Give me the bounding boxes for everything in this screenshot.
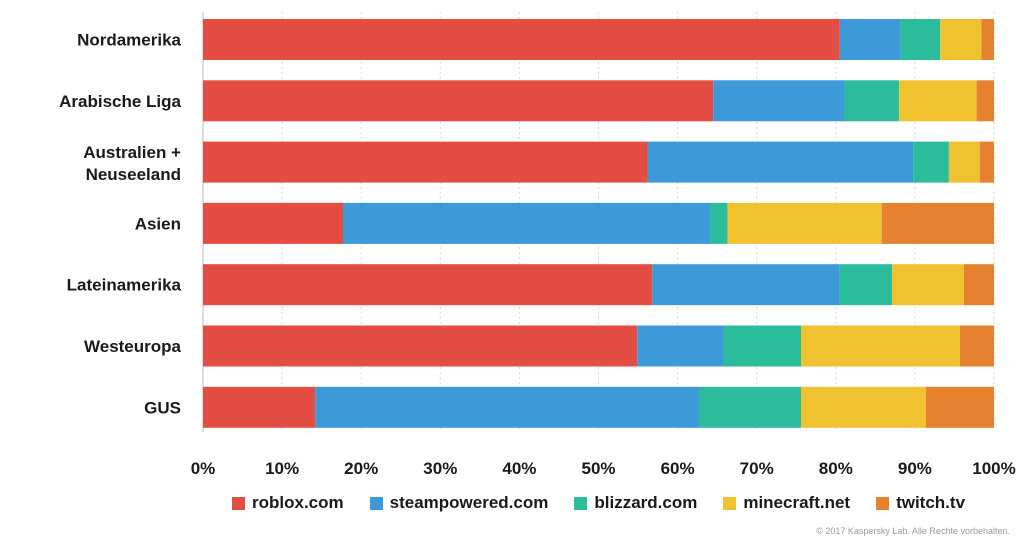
- bar-segment-twitch-tv: [881, 202, 994, 244]
- bar-segment-twitch-tv: [976, 80, 994, 122]
- x-tick-label: 0%: [191, 459, 216, 478]
- category-label: GUS: [144, 398, 181, 417]
- legend-swatch: [369, 496, 383, 510]
- bar-segment-blizzard-com: [900, 19, 941, 60]
- x-tick-label: 50%: [581, 459, 615, 478]
- bar-segment-blizzard-com: [698, 386, 801, 428]
- bar-segment-roblox-com: [203, 19, 840, 60]
- bar-segment-blizzard-com: [723, 325, 801, 367]
- bar-segment-roblox-com: [203, 141, 648, 183]
- category-label: Nordamerika: [77, 31, 181, 50]
- category-label: Australien +: [83, 143, 181, 162]
- bar-segment-roblox-com: [203, 325, 638, 367]
- bar-segment-roblox-com: [203, 386, 316, 428]
- x-tick-label: 60%: [661, 459, 695, 478]
- bar-segment-roblox-com: [203, 202, 344, 244]
- bar-segment-minecraft-net: [800, 325, 960, 367]
- bars: [203, 19, 994, 428]
- x-tick-label: 100%: [972, 459, 1015, 478]
- legend-swatch: [574, 496, 588, 510]
- category-labels: Nordamerika Arabische Liga Australien + Neu…: [59, 31, 181, 418]
- x-tick-labels: 0% 10% 20% 30% 40% 50% 60% 70% 80% 90% 100%: [191, 459, 1016, 478]
- legend-item: steampowered.com: [369, 493, 549, 513]
- category-label: Lateinamerika: [67, 276, 182, 295]
- bar-segment-blizzard-com: [844, 80, 900, 122]
- legend: roblox.com steampowered.com blizzard.com mi…: [232, 493, 991, 513]
- bar-segment-steampowered-com: [315, 386, 699, 428]
- bar-segment-steampowered-com: [647, 141, 914, 183]
- category-label: Asien: [135, 214, 181, 233]
- bar-segment-twitch-tv: [963, 264, 994, 306]
- bar-segment-minecraft-net: [899, 80, 977, 122]
- legend-label: minecraft.net: [743, 493, 851, 512]
- bar-segment-blizzard-com: [839, 264, 892, 306]
- legend-label: twitch.tv: [896, 493, 966, 512]
- legend-swatch: [723, 496, 737, 510]
- x-tick-label: 70%: [740, 459, 774, 478]
- bar-segment-blizzard-com: [913, 141, 949, 183]
- legend-item: blizzard.com: [574, 493, 697, 513]
- legend-item: twitch.tv: [876, 493, 965, 513]
- bar-segment-steampowered-com: [652, 264, 840, 306]
- legend-label: roblox.com: [252, 493, 344, 512]
- copyright-notice: © 2017 Kaspersky Lab. Alle Rechte vorbeh…: [816, 526, 1010, 536]
- bar-segment-steampowered-com: [343, 202, 711, 244]
- legend-swatch: [232, 496, 245, 510]
- bar-segment-minecraft-net: [891, 264, 964, 306]
- x-tick-label: 10%: [265, 459, 299, 478]
- x-tick-label: 90%: [898, 459, 932, 478]
- bar-segment-steampowered-com: [713, 80, 845, 122]
- category-label: Westeuropa: [84, 337, 182, 356]
- x-tick-label: 30%: [423, 459, 457, 478]
- bar-segment-twitch-tv: [959, 325, 994, 367]
- bar-segment-blizzard-com: [710, 202, 728, 244]
- bar-segment-steampowered-com: [839, 19, 901, 60]
- x-tick-label: 20%: [344, 459, 378, 478]
- bar-segment-roblox-com: [203, 264, 653, 306]
- bar-segment-minecraft-net: [948, 141, 980, 183]
- category-label: Neuseeland: [86, 165, 181, 184]
- bar-segment-twitch-tv: [925, 386, 994, 428]
- bar-segment-twitch-tv: [979, 141, 994, 183]
- bar-segment-minecraft-net: [727, 202, 882, 244]
- x-tick-label: 80%: [819, 459, 853, 478]
- category-label: Arabische Liga: [59, 92, 181, 111]
- legend-item: minecraft.net: [723, 493, 850, 513]
- bar-segment-roblox-com: [203, 80, 714, 122]
- bar-segment-twitch-tv: [981, 19, 994, 60]
- x-tick-label: 40%: [502, 459, 536, 478]
- legend-item: roblox.com: [232, 493, 344, 513]
- legend-label: blizzard.com: [594, 493, 698, 512]
- legend-swatch: [876, 496, 890, 510]
- bar-segment-minecraft-net: [940, 19, 982, 60]
- bar-segment-steampowered-com: [637, 325, 724, 367]
- stacked-bar-chart: Nordamerika Arabische Liga Australien + Neu…: [59, 12, 1016, 478]
- bar-segment-minecraft-net: [800, 386, 926, 428]
- legend-label: steampowered.com: [389, 493, 549, 512]
